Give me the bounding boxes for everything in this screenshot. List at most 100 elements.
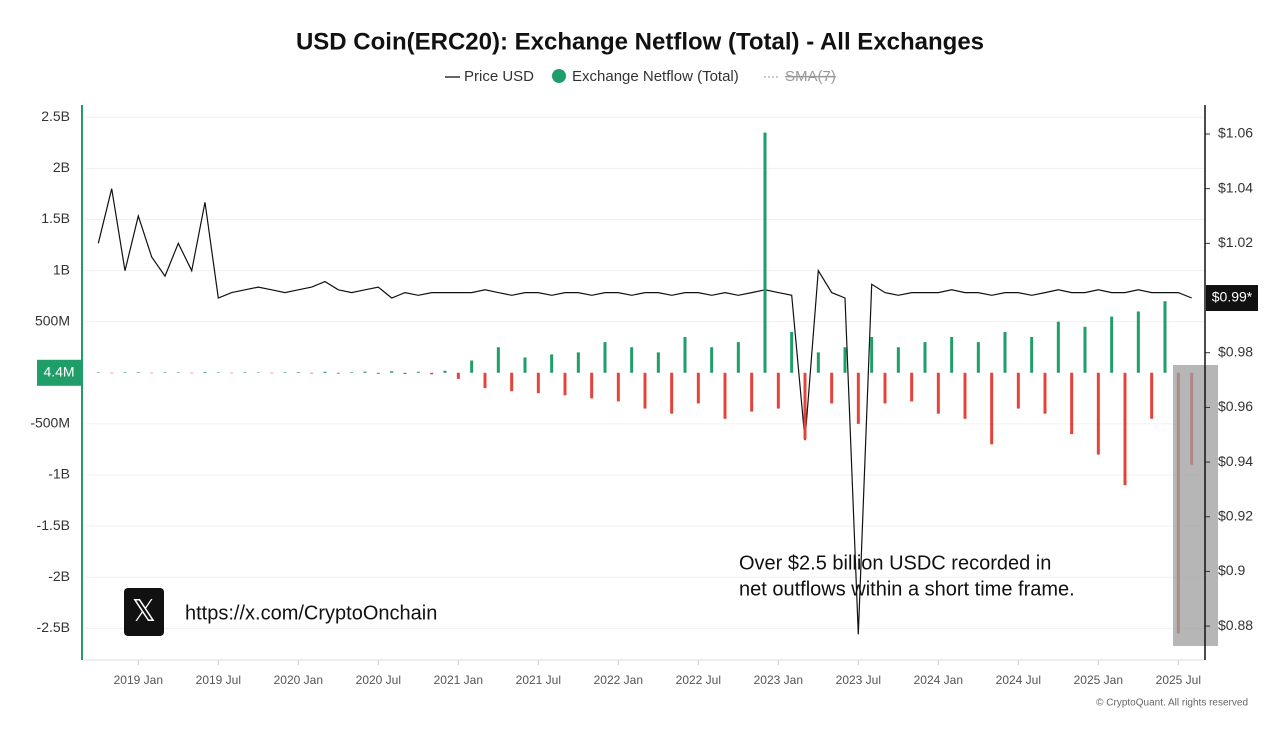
bar bbox=[176, 372, 180, 373]
bar bbox=[363, 371, 367, 373]
bar bbox=[590, 372, 594, 399]
bar bbox=[616, 372, 620, 402]
x-tick-label: 2020 Jan bbox=[274, 673, 323, 687]
bar bbox=[390, 371, 394, 373]
bar bbox=[896, 347, 900, 373]
bar bbox=[483, 372, 487, 389]
bar bbox=[283, 372, 287, 373]
bar bbox=[723, 372, 727, 419]
bar bbox=[1136, 311, 1140, 373]
bar bbox=[1110, 316, 1114, 373]
legend-label[interactable]: Price USD bbox=[464, 68, 534, 85]
annotation: Over $2.5 billion USDC recorded in bbox=[739, 552, 1051, 574]
y2-tick-label: $0.96 bbox=[1218, 398, 1253, 414]
y-tick-label: -2B bbox=[48, 568, 70, 584]
bar bbox=[643, 372, 647, 409]
y2-tick-label: $1.02 bbox=[1218, 234, 1253, 250]
x-tick-label: 2024 Jul bbox=[996, 673, 1041, 687]
bar bbox=[1096, 372, 1100, 455]
watermark-url[interactable]: https://x.com/CryptoOnchain bbox=[185, 602, 437, 624]
bar bbox=[1083, 326, 1087, 373]
y2-tick-label: $0.9 bbox=[1218, 562, 1245, 578]
x-tick-label: 2023 Jan bbox=[754, 673, 803, 687]
x-logo-glyph: 𝕏 bbox=[132, 595, 156, 628]
bar bbox=[470, 360, 474, 373]
bar bbox=[790, 331, 794, 373]
y2-tick-label: $1.06 bbox=[1218, 125, 1253, 141]
bar bbox=[696, 372, 700, 404]
bar bbox=[376, 372, 380, 374]
bar bbox=[803, 372, 807, 440]
x-tick-label: 2022 Jul bbox=[676, 673, 721, 687]
bar bbox=[430, 372, 434, 375]
current-netflow-badge bbox=[37, 359, 81, 386]
bar bbox=[403, 372, 407, 375]
bar bbox=[736, 342, 740, 373]
bar bbox=[96, 372, 100, 373]
bar bbox=[750, 372, 754, 412]
bar bbox=[416, 371, 420, 373]
bar bbox=[950, 337, 954, 373]
y-tick-label: -500M bbox=[30, 415, 70, 431]
bar bbox=[710, 347, 714, 373]
bar bbox=[123, 372, 127, 373]
bar bbox=[230, 372, 234, 374]
bar bbox=[776, 372, 780, 409]
bar bbox=[1030, 337, 1034, 373]
legend-label[interactable]: Exchange Netflow (Total) bbox=[572, 68, 739, 85]
bar bbox=[1070, 372, 1074, 435]
bar bbox=[216, 372, 220, 373]
bar bbox=[1016, 372, 1020, 409]
bar bbox=[296, 372, 300, 373]
bar bbox=[936, 372, 940, 414]
x-tick-label: 2019 Jul bbox=[196, 673, 241, 687]
bar bbox=[990, 372, 994, 445]
bar bbox=[910, 372, 914, 402]
bar bbox=[323, 371, 327, 373]
x-tick-label: 2019 Jan bbox=[114, 673, 163, 687]
bar bbox=[830, 372, 834, 404]
y-tick-label: 1.5B bbox=[41, 210, 70, 226]
credit: © CryptoQuant. All rights reserved bbox=[1096, 698, 1248, 709]
current-price-badge bbox=[1206, 285, 1258, 312]
bar bbox=[456, 372, 460, 379]
bar bbox=[843, 347, 847, 373]
bar bbox=[203, 371, 207, 373]
y2-tick-label: $0.88 bbox=[1218, 617, 1253, 633]
current-price-label: $0.99* bbox=[1212, 289, 1253, 305]
y2-tick-label: $1.04 bbox=[1218, 179, 1253, 195]
y2-tick-label: $0.94 bbox=[1218, 453, 1253, 469]
y-tick-label: 2.5B bbox=[41, 108, 70, 124]
bar bbox=[1056, 321, 1060, 373]
bar bbox=[550, 354, 554, 373]
bar bbox=[670, 372, 674, 414]
y2-tick-label: $0.98 bbox=[1218, 343, 1253, 359]
y-tick-label: 2B bbox=[53, 159, 70, 175]
x-tick-label: 2023 Jul bbox=[836, 673, 881, 687]
highlight-region bbox=[1173, 365, 1218, 646]
bar bbox=[523, 357, 527, 373]
bar bbox=[683, 337, 687, 373]
bar bbox=[976, 342, 980, 373]
x-logo bbox=[124, 588, 164, 636]
legend-label[interactable]: SMA(7) bbox=[785, 68, 836, 85]
bar bbox=[190, 372, 194, 374]
y2-tick-label: $0.92 bbox=[1218, 507, 1253, 523]
bar bbox=[603, 342, 607, 373]
bar bbox=[576, 352, 580, 373]
x-tick-label: 2021 Jul bbox=[516, 673, 561, 687]
annotation: net outflows within a short time frame. bbox=[739, 578, 1075, 600]
bar bbox=[923, 342, 927, 373]
x-tick-label: 2025 Jul bbox=[1156, 673, 1201, 687]
bar bbox=[856, 372, 860, 424]
price-line bbox=[97, 188, 1192, 635]
bar bbox=[816, 352, 820, 373]
y-tick-label: -2.5B bbox=[37, 619, 70, 635]
chart-title: USD Coin(ERC20): Exchange Netflow (Total… bbox=[296, 28, 984, 55]
bar bbox=[870, 337, 874, 373]
bar bbox=[630, 347, 634, 373]
x-tick-label: 2025 Jan bbox=[1074, 673, 1123, 687]
bar bbox=[963, 372, 967, 419]
y-tick-label: 1B bbox=[53, 261, 70, 277]
